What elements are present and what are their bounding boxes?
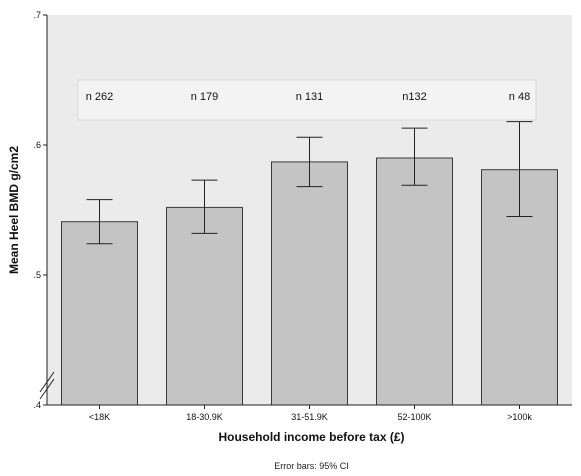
error-bar bbox=[296, 136, 323, 188]
x-tick-label: 18-30.9K bbox=[186, 412, 223, 422]
axis-break-mark bbox=[39, 371, 55, 400]
y-tick-label: .6 bbox=[33, 140, 41, 150]
error-bar-note: Error bars: 95% CI bbox=[274, 461, 349, 471]
sample-size-label: n 179 bbox=[191, 91, 219, 103]
x-tick-label: 31-51.9K bbox=[291, 412, 328, 422]
error-bar bbox=[86, 199, 113, 245]
x-tick-label: <18K bbox=[89, 412, 110, 422]
sample-size-label: n 48 bbox=[509, 91, 530, 103]
bar bbox=[376, 157, 453, 406]
sample-size-box bbox=[77, 79, 537, 121]
x-axis-title: Household income before tax (£) bbox=[218, 430, 404, 444]
y-tick-label: .7 bbox=[33, 10, 41, 20]
bar bbox=[61, 221, 138, 406]
sample-size-label: n 131 bbox=[296, 91, 324, 103]
x-tick-label: 52-100K bbox=[397, 412, 431, 422]
sample-size-labels: n 262 n 179 n 131 n132 n 48 bbox=[86, 91, 530, 103]
y-tick-label: .4 bbox=[33, 400, 41, 410]
bar bbox=[271, 161, 348, 406]
error-bar bbox=[401, 127, 428, 186]
sample-size-label: n 262 bbox=[86, 91, 114, 103]
sample-size-label: n132 bbox=[402, 91, 426, 103]
error-bar bbox=[191, 179, 218, 234]
y-axis-ticks: .4 .5 .6 .7 bbox=[33, 10, 47, 410]
y-tick-label: .5 bbox=[33, 270, 41, 280]
bar bbox=[166, 206, 243, 406]
y-axis-title: Mean Heel BMD g/cm2 bbox=[7, 146, 21, 274]
x-tick-label: >100k bbox=[507, 412, 532, 422]
x-axis-tick-labels: <18K 18-30.9K 31-51.9K 52-100K >100k bbox=[89, 405, 532, 422]
error-bar bbox=[506, 121, 533, 217]
